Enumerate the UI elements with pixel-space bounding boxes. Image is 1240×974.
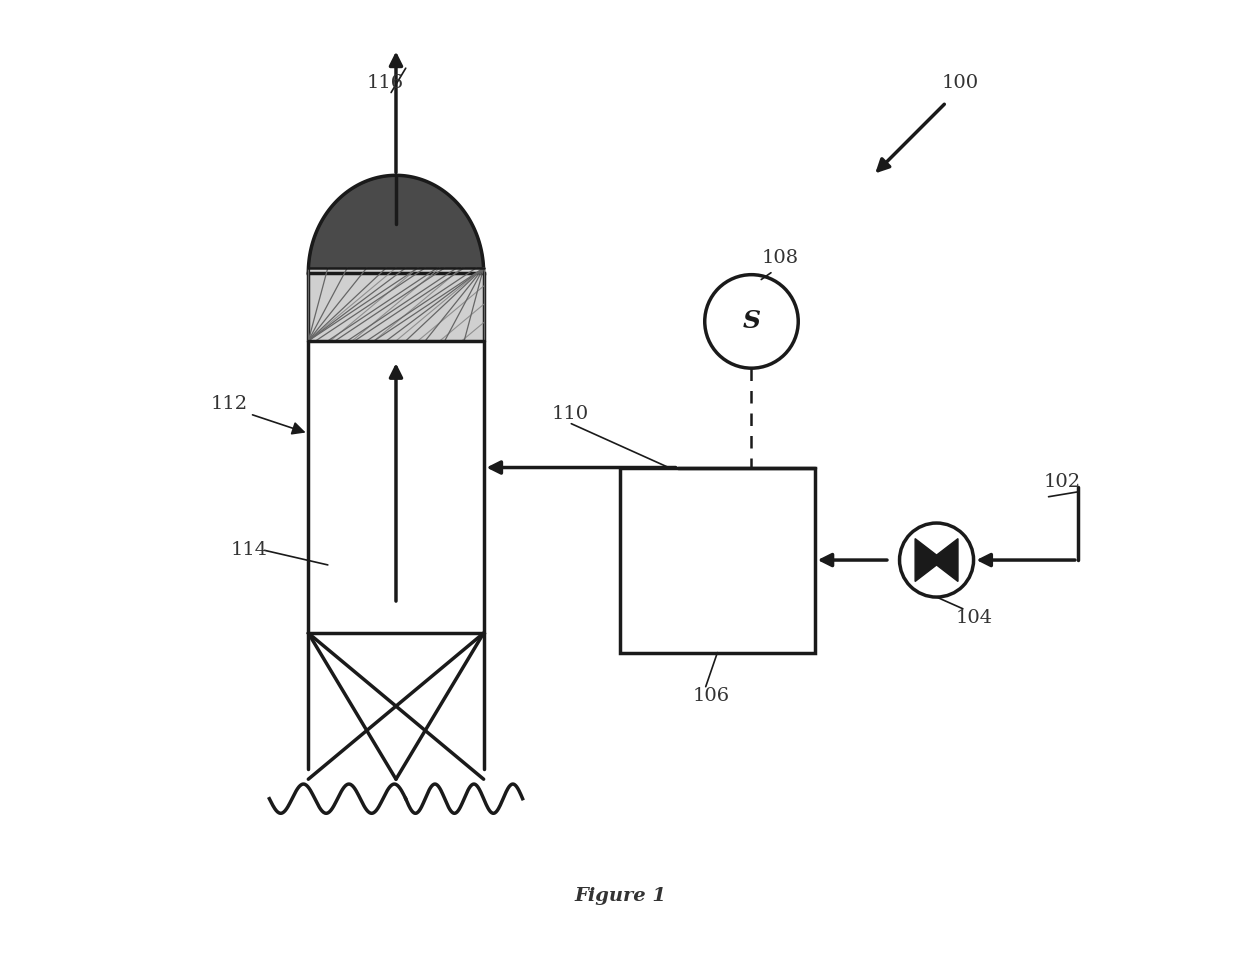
Text: 114: 114 bbox=[231, 542, 268, 559]
Text: 100: 100 bbox=[941, 74, 978, 92]
Text: 104: 104 bbox=[956, 610, 993, 627]
Polygon shape bbox=[930, 539, 959, 581]
Text: 116: 116 bbox=[367, 74, 404, 92]
Bar bbox=[620, 468, 815, 653]
Text: 108: 108 bbox=[761, 249, 799, 267]
Bar bbox=[309, 268, 484, 341]
Text: 106: 106 bbox=[693, 688, 730, 705]
Text: 102: 102 bbox=[1044, 473, 1081, 491]
Text: Figure 1: Figure 1 bbox=[574, 887, 666, 905]
Polygon shape bbox=[915, 539, 942, 581]
Text: S: S bbox=[743, 310, 760, 333]
Text: 110: 110 bbox=[552, 405, 589, 423]
Text: 112: 112 bbox=[211, 395, 248, 413]
